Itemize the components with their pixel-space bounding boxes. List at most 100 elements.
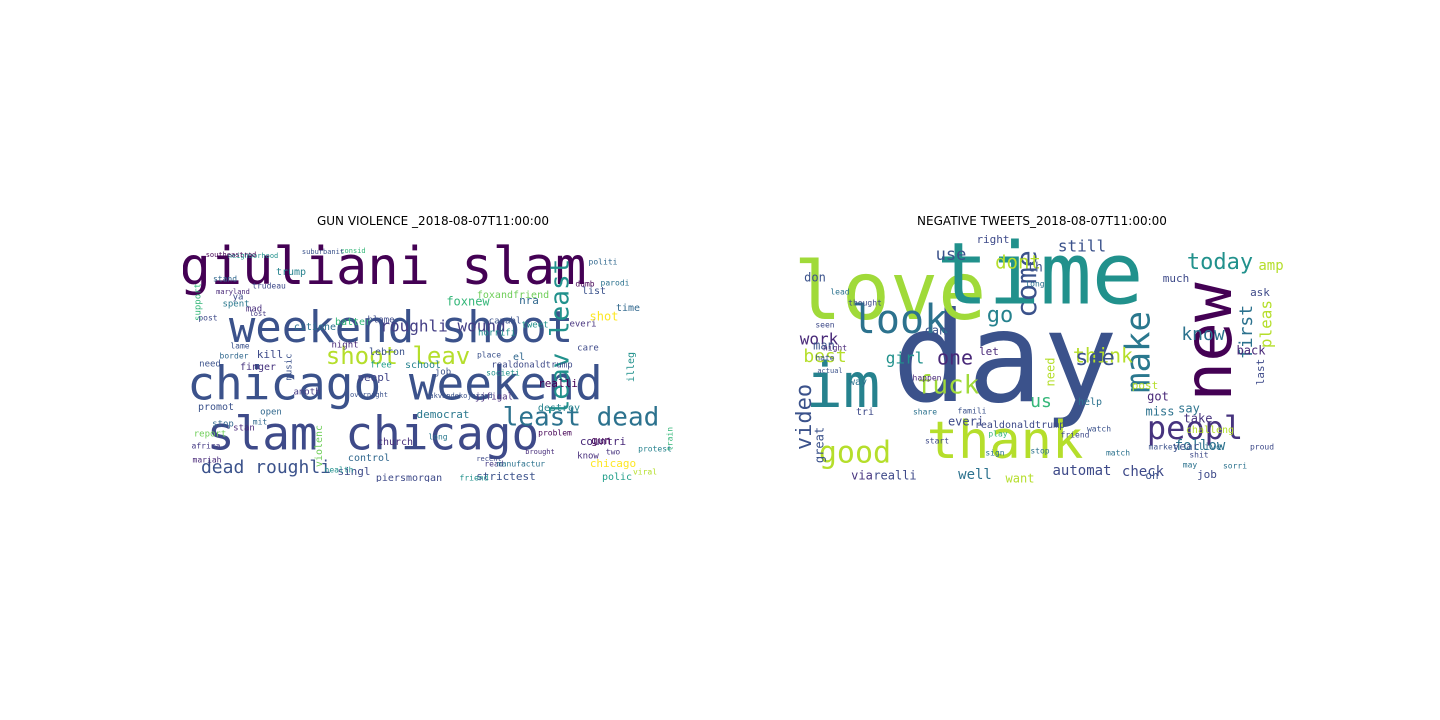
- word-foxandfriend: foxandfriend: [477, 290, 549, 301]
- word-chicago-weekend: chicago weekend: [187, 357, 602, 411]
- word-trudeau: trudeau: [252, 282, 286, 291]
- word-lost: lost: [250, 310, 267, 318]
- word-report: report: [194, 430, 227, 440]
- word-hate: hate: [815, 354, 834, 363]
- word-least-dead: least dead: [503, 403, 660, 433]
- word-market: market: [1149, 443, 1178, 452]
- word-peopl: peopl: [1147, 409, 1243, 447]
- word-open: open: [260, 408, 282, 418]
- word-church: church: [377, 437, 413, 448]
- word-realdonaldtrump: realdonaldtrump: [491, 361, 572, 371]
- word-make: make: [1119, 311, 1159, 393]
- word-suburbanit: suburbanit: [302, 248, 344, 256]
- word-job: job: [1197, 468, 1217, 481]
- word-work: work: [800, 330, 839, 349]
- word-everi: everi: [948, 415, 984, 429]
- word-kill: kill: [257, 348, 284, 361]
- word-friend: friend: [1061, 431, 1090, 440]
- word-overnight: overnight: [350, 391, 388, 399]
- word-girl: girl: [886, 349, 925, 368]
- word-well: well: [958, 467, 992, 483]
- word-great: great: [813, 427, 827, 463]
- word-seen: seen: [815, 321, 834, 330]
- word-problem: problem: [538, 429, 572, 438]
- word-blame: blame: [367, 316, 394, 326]
- word-consid: consid: [340, 247, 365, 255]
- word-stop: stop: [1030, 447, 1049, 456]
- word-lead: lead: [830, 288, 849, 297]
- word-use: use: [936, 245, 967, 265]
- word-challeng: challeng: [1186, 425, 1234, 436]
- word-via: via: [851, 469, 873, 483]
- word-im: im: [806, 349, 881, 422]
- word-good: good: [819, 436, 891, 471]
- word-southeastrod: southeastrod: [206, 251, 257, 259]
- word-jjfigal: jjfigal: [475, 393, 513, 403]
- word-post: post: [1132, 379, 1159, 392]
- word-realli: realli: [873, 469, 916, 483]
- word-music: music: [285, 353, 295, 380]
- word-last: last: [1254, 359, 1267, 386]
- word-border: border: [220, 352, 249, 361]
- word-viral: viral: [633, 468, 657, 477]
- word-el: el: [513, 352, 525, 363]
- word-take: take: [1184, 412, 1213, 426]
- word-chicago: chicago: [590, 457, 636, 470]
- word-think: think: [1073, 344, 1133, 368]
- word-much: much: [1163, 272, 1190, 285]
- word-follow: follow: [1175, 438, 1226, 454]
- word-play: play: [988, 430, 1007, 439]
- word-stand: stand: [213, 275, 237, 284]
- word-come: come: [1010, 250, 1043, 317]
- word-slam-chicago: slam chicago: [207, 407, 539, 461]
- word-roughli-wound: roughli wound: [380, 317, 505, 336]
- word-today: today: [1187, 250, 1253, 275]
- word-night: night: [331, 341, 358, 351]
- word-lebron: lebron: [369, 347, 405, 358]
- word-place: place: [477, 351, 501, 360]
- word-care: care: [577, 344, 599, 354]
- word-new: new: [1170, 282, 1247, 401]
- word-right: right: [976, 233, 1009, 246]
- word-see: see: [1075, 346, 1115, 371]
- word-akvandekojorand: akvandekojorand: [429, 392, 492, 400]
- word-tri: tri: [856, 407, 874, 418]
- word-piersmorgan: piersmorgan: [376, 473, 442, 482]
- word-anoth: anoth: [293, 388, 320, 398]
- word-watch: watch: [1087, 425, 1111, 434]
- word-mit: mit: [253, 418, 268, 427]
- word-destroy: destroy: [538, 403, 580, 414]
- word-amp: amp: [1258, 258, 1283, 274]
- word-protest: protest: [638, 445, 672, 454]
- word-pleas: pleas: [1257, 300, 1276, 348]
- word-giuliani-slam: giuliani slam: [183, 237, 587, 297]
- word-weekend-shoot: weekend shoot: [229, 302, 573, 353]
- word-batter: batter: [335, 317, 371, 328]
- word-realli: realli: [538, 377, 578, 390]
- word-shit: shit: [1189, 451, 1208, 460]
- word-everi: everi: [569, 320, 596, 330]
- word-got: got: [1147, 390, 1169, 404]
- word-share: share: [913, 408, 937, 417]
- word-parodi: parodi: [601, 279, 630, 288]
- word-illeg: illeg: [626, 352, 637, 382]
- word-sorri: sorri: [1223, 462, 1247, 471]
- word-spent: spent: [222, 300, 249, 310]
- word-fuck: fuck: [917, 371, 980, 401]
- word-sign: sign: [985, 449, 1004, 458]
- word-video: video: [795, 384, 817, 450]
- word-shot: shot: [590, 310, 619, 324]
- word-citione: citione: [294, 322, 336, 333]
- word-friend: friend: [460, 474, 489, 483]
- word-dumb: dumb: [575, 280, 594, 289]
- wordcloud-panel-negative-tweets: NEGATIVE TWEETS_2018-08-07T11:00:00 day l…: [720, 0, 1440, 720]
- word-best: best: [803, 346, 846, 367]
- word-gun: gun: [591, 434, 611, 447]
- word-strictest: strictest: [476, 470, 536, 482]
- word-day: day: [892, 286, 1118, 431]
- word-dont: dont: [995, 252, 1041, 274]
- wordcloud-panel-gun-violence: GUN VIOLENCE _2018-08-07T11:00:00 giulia…: [183, 214, 675, 483]
- word-free: free: [370, 361, 392, 371]
- word-still: still: [1058, 237, 1106, 256]
- word-tweet: tweet: [521, 321, 548, 331]
